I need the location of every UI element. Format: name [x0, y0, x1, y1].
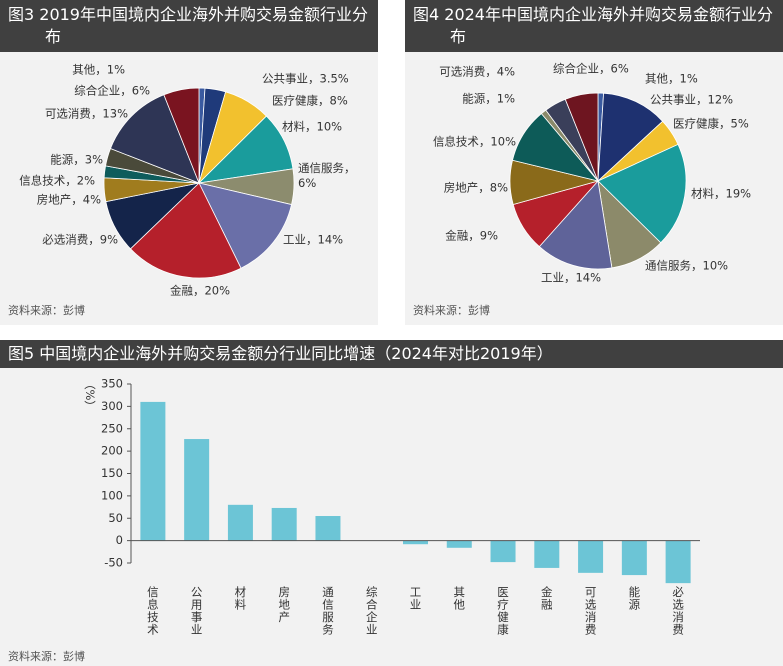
y-tick-label: 350 [101, 377, 123, 391]
slice-label: 能源，3% [50, 152, 103, 167]
y-tick-label: 150 [101, 466, 123, 480]
y-tick-label: 50 [108, 511, 123, 525]
y-axis-label: （%） [83, 378, 97, 412]
x-tick-label: 金融 [539, 586, 554, 611]
y-tick-label: 250 [101, 421, 123, 435]
slice-label: 通信服务， 6% [298, 161, 356, 190]
y-tick-label: -50 [104, 556, 123, 570]
slice-label: 医疗健康，5% [673, 116, 749, 131]
bar [621, 540, 647, 576]
slice-label: 材料，10% [282, 119, 343, 134]
chart [509, 92, 687, 270]
bar [490, 540, 516, 563]
slice-label: 金融，9% [445, 228, 498, 243]
x-tick-label: 公用事业 [189, 586, 204, 636]
chart [103, 87, 295, 279]
chart-panel: 图3 2019年中国境内企业海外并购交易金额行业分布其他，1% 公共事业，3.5%… [0, 0, 378, 325]
slice-label: 通信服务，10% [645, 258, 729, 273]
x-tick-label: 通信服务 [320, 586, 335, 636]
slice-label: 能源，1% [462, 91, 515, 106]
y-tick-label: 300 [101, 399, 123, 413]
x-tick-label: 综合企业 [364, 586, 379, 636]
bar [665, 540, 691, 584]
slice-label: 必选消费，9% [42, 232, 118, 247]
pie-slice [129, 182, 242, 279]
slice-label: 信息技术，10% [432, 134, 516, 149]
source-note: 资料来源：彭博 [8, 304, 85, 317]
slice-label: 房地产，8% [443, 180, 508, 195]
chart-panel: 图4 2024年中国境内企业海外并购交易金额行业分布其他，1% 公共事业，12% 医… [405, 0, 783, 325]
chart-title: 图3 2019年中国境内企业海外并购交易金额行业分布 [0, 0, 378, 52]
slice-label: 可选消费，4% [439, 64, 515, 79]
bar [227, 504, 253, 541]
chart-panel: 图5 中国境内企业海外并购交易金额分行业同比增速（2024年对比2019年） -5… [0, 340, 783, 666]
bar [271, 507, 297, 541]
pie-slice [109, 94, 200, 184]
slice-label: 综合企业，6% [74, 83, 150, 98]
bar [446, 540, 472, 548]
x-tick-label: 医疗健康 [496, 586, 511, 636]
slice-label: 其他，1% [72, 62, 125, 77]
slice-label: 信息技术，2% [19, 173, 95, 188]
bar [140, 401, 166, 541]
bar [184, 439, 210, 541]
bar [578, 540, 604, 573]
slice-label: 其他，1% [645, 71, 698, 86]
slice-label: 房地产，4% [36, 192, 101, 207]
bar [315, 516, 341, 541]
slice-label: 金融，20% [169, 283, 231, 298]
slice-label: 工业，14% [283, 232, 344, 247]
bar [534, 540, 560, 568]
pie-slice [163, 87, 200, 184]
x-tick-label: 能源 [627, 586, 642, 611]
y-tick-label: 100 [101, 488, 123, 502]
slice-label: 材料，19% [691, 186, 752, 201]
pie-slice [597, 143, 687, 244]
bar [403, 540, 428, 545]
pie-slice [198, 182, 293, 269]
slice-label: 医疗健康，8% [272, 93, 348, 108]
x-tick-label: 工业 [408, 586, 423, 611]
y-tick-label: 0 [116, 533, 123, 547]
x-tick-label: 材料 [233, 586, 248, 611]
slice-label: 公共事业，12% [650, 92, 734, 107]
chart-title: 图4 2024年中国境内企业海外并购交易金额行业分布 [405, 0, 783, 52]
x-tick-label: 房地产 [277, 586, 292, 624]
source-note: 资料来源：彭博 [8, 650, 85, 663]
slice-label: 工业，14% [540, 270, 602, 285]
chart: -50 0 50 100 150 200 250 300 350 [101, 377, 700, 584]
x-tick-label: 其他 [452, 586, 467, 611]
pie-slice [538, 180, 613, 270]
chart-title: 图5 中国境内企业海外并购交易金额分行业同比增速（2024年对比2019年） [0, 340, 783, 368]
slice-label: 公共事业，3.5% [262, 71, 349, 86]
x-tick-label: 信息技术 [145, 586, 160, 636]
x-tick-label: 必选消费 [671, 586, 686, 636]
pie-slice [597, 92, 664, 182]
slice-label: 可选消费，13% [44, 106, 128, 121]
y-tick-label: 200 [101, 444, 123, 458]
source-note: 资料来源：彭博 [413, 304, 490, 317]
pie-slice [564, 92, 599, 182]
x-tick-label: 可选消费 [583, 586, 598, 636]
slice-label: 综合企业，6% [553, 61, 629, 76]
